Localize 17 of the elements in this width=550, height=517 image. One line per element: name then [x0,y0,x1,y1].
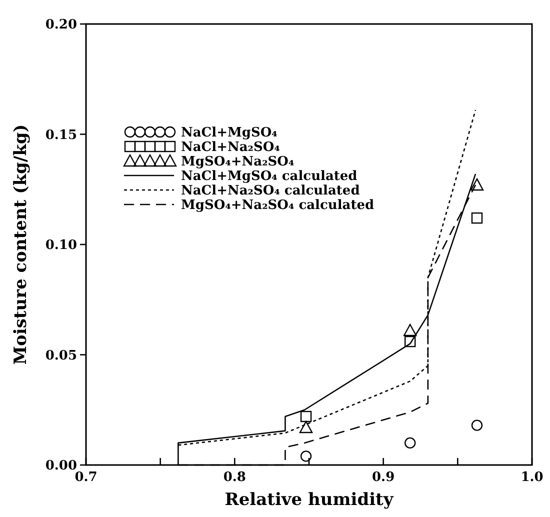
x-tick-label: 0.9 [372,470,395,485]
y-tick-label: 0.05 [45,348,77,364]
legend-label: MgSO₄+Na₂SO₄ calculated [181,198,374,214]
x-tick-label: 0.8 [223,470,246,485]
x-tick-label: 0.7 [74,470,98,485]
legend-label: NaCl+Na₂SO₄ calculated [181,184,360,199]
legend-label: NaCl+MgSO₄ [181,126,278,141]
y-tick-label: 0.15 [45,128,77,143]
text: 1.0 [520,470,544,485]
legend-label: MgSO₄+Na₂SO₄ [181,154,294,170]
x-axis-title: Relative humidity [224,490,394,510]
legend-label: NaCl+Na₂SO₄ [181,140,280,156]
y-tick-label: 0.00 [45,458,77,474]
y-tick-label: 0.20 [45,18,77,33]
y-tick-label: 0.10 [45,238,77,254]
y-axis-title: Moisture content (kg/kg) [11,124,31,365]
legend-label: NaCl+MgSO₄ calculated [181,169,358,184]
